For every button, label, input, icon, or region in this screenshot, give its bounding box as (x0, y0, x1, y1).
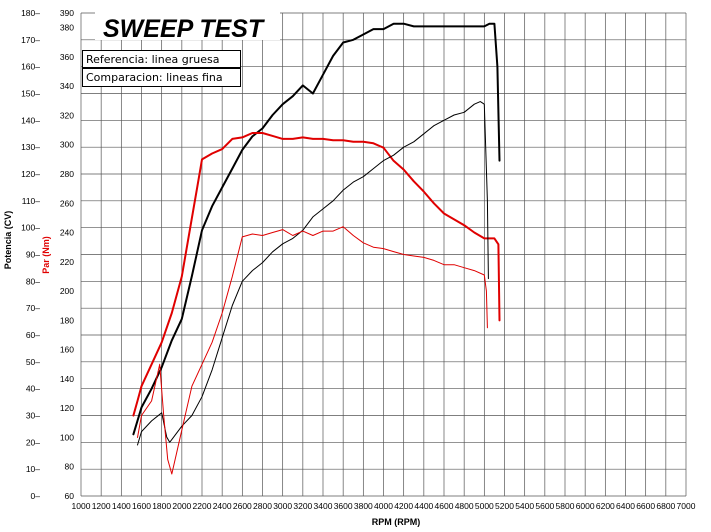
x-tick-label: 6200 (596, 501, 615, 511)
title-background (95, 10, 280, 40)
torque-tick-label: 140 (60, 374, 74, 384)
legend-comparison: Comparacion: lineas fina (82, 68, 241, 87)
power-tick-label: 100– (21, 223, 40, 233)
chart-title: SWEEP TEST (103, 15, 266, 43)
torque-tick-label: 340 (60, 81, 74, 91)
power-tick-label: 0– (31, 491, 41, 501)
x-tick-label: 2400 (213, 501, 232, 511)
x-tick-label: 3200 (293, 501, 312, 511)
torque-tick-label: 260 (60, 198, 74, 208)
power-tick-label: 80– (26, 276, 40, 286)
torque-tick-label: 100 (60, 432, 74, 442)
power-tick-label: 60– (26, 330, 40, 340)
torque-tick-label: 380 (60, 23, 74, 33)
power-tick-label: 140– (21, 115, 40, 125)
torque-tick-label: 220 (60, 257, 74, 267)
series-line-2 (137, 101, 489, 446)
x-tick-label: 1600 (132, 501, 151, 511)
torque-tick-label: 180 (60, 315, 74, 325)
x-tick-label: 3600 (334, 501, 353, 511)
power-tick-label: 50– (26, 357, 40, 367)
x-tick-label: 4800 (455, 501, 474, 511)
torque-tick-label: 320 (60, 110, 74, 120)
x-tick-label: 6000 (576, 501, 595, 511)
y-axis-label-power: Potencia (CV) (3, 211, 13, 270)
legend-reference: Referencia: linea gruesa (82, 50, 241, 68)
x-tick-label: 3400 (314, 501, 333, 511)
x-tick-label: 4600 (435, 501, 454, 511)
x-tick-label: 3000 (273, 501, 292, 511)
power-tick-label: 110– (22, 196, 41, 206)
torque-tick-label: 80 (65, 462, 75, 472)
power-tick-label: 120– (21, 169, 40, 179)
y-axis-label-torque: Par (Nm) (41, 236, 51, 274)
torque-tick-label: 360 (60, 52, 74, 62)
power-tick-label: 30– (26, 411, 40, 421)
series-line-3 (137, 226, 488, 475)
torque-tick-label: 60 (65, 491, 75, 501)
x-tick-label: 4200 (394, 501, 413, 511)
x-tick-label: 2200 (193, 501, 212, 511)
power-tick-label: 10– (26, 464, 40, 474)
x-tick-label: 5800 (556, 501, 575, 511)
x-tick-label: 5200 (495, 501, 514, 511)
torque-tick-label: 120 (60, 403, 74, 413)
power-tick-label: 130– (21, 142, 40, 152)
torque-tick-label: 300 (60, 140, 74, 150)
power-tick-label: 150– (21, 89, 40, 99)
power-tick-label: 90– (26, 250, 40, 260)
torque-tick-label: 280 (60, 169, 74, 179)
x-tick-label: 4400 (414, 501, 433, 511)
x-tick-label: 1800 (152, 501, 171, 511)
series-line-1 (132, 132, 501, 417)
x-tick-label: 1200 (92, 501, 111, 511)
x-tick-label: 6600 (636, 501, 655, 511)
x-tick-label: 2600 (233, 501, 252, 511)
power-tick-label: 180– (21, 8, 40, 18)
x-tick-label: 1000 (72, 501, 91, 511)
x-tick-label: 5000 (475, 501, 494, 511)
x-tick-label: 7000 (677, 501, 696, 511)
torque-tick-label: 200 (60, 286, 74, 296)
power-tick-label: 20– (26, 437, 40, 447)
series-line-0 (132, 22, 501, 436)
x-tick-label: 2800 (253, 501, 272, 511)
x-tick-label: 2000 (172, 501, 191, 511)
power-tick-label: 160– (21, 62, 40, 72)
power-tick-label: 170– (21, 35, 40, 45)
x-tick-label: 6400 (616, 501, 635, 511)
torque-tick-label: 390 (60, 8, 74, 18)
x-tick-label: 4000 (374, 501, 393, 511)
x-tick-label: 6800 (656, 501, 675, 511)
x-tick-label: 3800 (354, 501, 373, 511)
x-tick-label: 5400 (515, 501, 534, 511)
x-tick-label: 5600 (535, 501, 554, 511)
power-tick-label: 40– (26, 384, 40, 394)
torque-tick-label: 160 (60, 345, 74, 355)
x-tick-label: 1400 (112, 501, 131, 511)
x-axis-label: RPM (RPM) (372, 517, 421, 527)
torque-tick-label: 240 (60, 228, 74, 238)
power-tick-label: 70– (26, 303, 40, 313)
